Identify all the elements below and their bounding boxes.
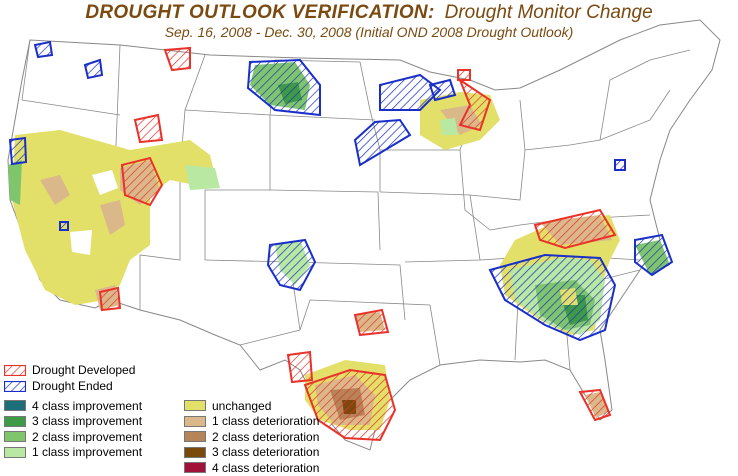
legend-swatch — [184, 446, 206, 458]
legend-item-developed: Drought Developed — [4, 362, 135, 378]
title-main: DROUGHT OUTLOOK VERIFICATION: — [85, 2, 435, 23]
legend-label: 2 class improvement — [32, 429, 143, 444]
legend-label: Drought Developed — [32, 363, 136, 377]
legend-item: 2 class deterioration — [184, 429, 344, 445]
map-title: DROUGHT OUTLOOK VERIFICATION: Drought Mon… — [0, 2, 738, 24]
legend-label: unchanged — [212, 398, 272, 413]
legend-item: 4 class improvement — [4, 398, 184, 414]
hatch-legend: Drought Developed Drought Ended — [4, 362, 135, 394]
title-secondary: Drought Monitor Change — [444, 2, 653, 23]
legend-item: 3 class improvement — [4, 414, 184, 430]
legend-label: 3 class deterioration — [212, 445, 320, 460]
legend-item: 1 class deterioration — [184, 414, 344, 430]
legend-swatch — [4, 415, 26, 427]
legend-swatch — [184, 431, 206, 443]
legend-swatch — [184, 462, 206, 474]
drought-developed-areas — [98, 46, 617, 442]
class-legend: 4 class improvement unchanged 3 class im… — [4, 398, 344, 476]
legend-swatch — [4, 446, 26, 458]
legend-item: 3 class deterioration — [184, 445, 344, 461]
drought-ended-areas — [8, 40, 674, 342]
legend-label: 1 class improvement — [32, 445, 143, 460]
legend-item-ended: Drought Ended — [4, 378, 135, 394]
legend-label: 4 class improvement — [32, 398, 143, 413]
legend-swatch — [4, 431, 26, 443]
legend-item: 1 class improvement — [4, 445, 184, 461]
legend-swatch — [4, 400, 26, 412]
legend-item: 4 class deterioration — [184, 460, 344, 476]
legend-swatch — [184, 400, 206, 412]
legend-item: unchanged — [184, 398, 344, 414]
legend-item — [4, 460, 184, 476]
blue-hatch-swatch — [4, 380, 26, 392]
legend-label: 2 class deterioration — [212, 429, 320, 444]
legend-label: 4 class deterioration — [212, 460, 320, 475]
legend-item: 2 class improvement — [4, 429, 184, 445]
map-subtitle: Sep. 16, 2008 - Dec. 30, 2008 (Initial O… — [164, 24, 574, 40]
legend-swatch — [184, 415, 206, 427]
legend-label: 3 class improvement — [32, 414, 143, 429]
legend-label: 1 class deterioration — [212, 414, 320, 429]
legend-label: Drought Ended — [32, 379, 113, 393]
red-hatch-swatch — [4, 364, 26, 376]
